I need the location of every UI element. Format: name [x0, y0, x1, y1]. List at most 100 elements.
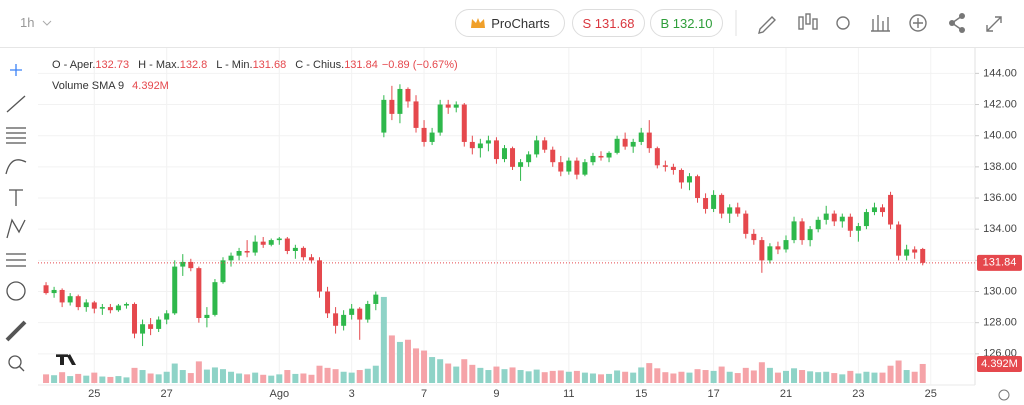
chart-type-icon[interactable] — [871, 15, 890, 32]
candle-body — [188, 261, 194, 269]
volume-bar — [163, 371, 170, 383]
fib-tool[interactable] — [6, 127, 26, 144]
volume-bar — [203, 369, 210, 383]
volume-bar — [541, 372, 548, 383]
add-icon[interactable] — [909, 14, 927, 32]
volume-bar — [525, 371, 532, 383]
candle-body — [413, 101, 419, 128]
volume-bar — [614, 370, 621, 383]
candle-body — [662, 165, 668, 167]
candle-body — [888, 194, 894, 225]
candle-body — [43, 285, 49, 294]
candle-body — [180, 261, 186, 267]
volume-bar — [815, 372, 822, 383]
volume-bar — [404, 339, 411, 383]
emoji-tool[interactable] — [6, 281, 26, 301]
x-tick-label: 25 — [88, 388, 100, 400]
candle-body — [437, 104, 443, 133]
y-tick-label: 144.00 — [983, 67, 1017, 79]
x-tick-label: 11 — [563, 388, 574, 400]
volume-bar — [187, 373, 194, 383]
indicator-icon[interactable] — [798, 13, 818, 30]
candle-body — [670, 166, 676, 170]
volume-bar — [919, 363, 926, 383]
projection-tool[interactable] — [6, 253, 26, 267]
candle-body — [855, 226, 861, 231]
candle-body — [542, 140, 548, 150]
x-tick-label: 9 — [493, 388, 499, 400]
procharts-button[interactable]: ProCharts — [455, 9, 565, 37]
candle-body — [590, 155, 596, 163]
volume-bar — [839, 374, 846, 383]
volume-bar — [766, 367, 773, 383]
volume-bar — [155, 374, 162, 383]
candle-body — [349, 308, 355, 315]
candle-body — [526, 154, 532, 163]
candle-body — [493, 140, 499, 160]
candle-body — [686, 176, 692, 183]
timeframe[interactable]: 1h — [20, 15, 52, 30]
candle-body — [743, 213, 749, 234]
candle-body — [735, 207, 741, 214]
toolbar-icons — [735, 10, 1002, 36]
candle-body — [67, 296, 73, 303]
candle-body — [75, 296, 81, 308]
share-icon[interactable] — [949, 13, 965, 33]
volume-bar — [750, 370, 757, 383]
volume-bar — [662, 372, 669, 383]
volume-bar — [348, 372, 355, 383]
volume-bar — [284, 370, 291, 383]
zoom-tool[interactable] — [8, 355, 22, 369]
procharts-label: ProCharts — [491, 16, 550, 31]
settings-icon[interactable] — [836, 16, 850, 30]
draw-icon[interactable] — [758, 16, 776, 34]
volume-bar — [493, 366, 500, 383]
candle-body — [421, 127, 427, 142]
brush-tool[interactable] — [5, 159, 27, 175]
candle-body — [751, 233, 757, 241]
ohlc-legend: O - Aper.132.73 H - Max.132.8 L - Min.13… — [52, 59, 464, 71]
candle-body — [156, 319, 162, 329]
volume-bar — [372, 365, 379, 383]
candle-body — [244, 251, 250, 253]
candle-body — [646, 132, 652, 149]
x-tick-label: 7 — [421, 388, 427, 400]
volume-bar — [332, 369, 339, 383]
text-tool[interactable] — [9, 189, 23, 206]
volume-bar — [606, 373, 613, 383]
volume-bar — [670, 373, 677, 383]
y-tick-label: 142.00 — [983, 98, 1017, 110]
volume-bar — [429, 357, 436, 383]
volume-bar — [477, 367, 484, 383]
ruler-tool[interactable] — [5, 320, 27, 342]
line-tool[interactable] — [6, 95, 26, 113]
y-tick-label: 128.00 — [983, 317, 1017, 329]
pattern-tool[interactable] — [6, 218, 26, 239]
buy-button[interactable]: B 132.10 — [650, 9, 723, 37]
volume-bar — [211, 367, 218, 383]
x-tick-label: 15 — [635, 388, 647, 400]
candle-body — [389, 99, 395, 114]
volume-bar — [123, 377, 130, 383]
candle-body — [501, 148, 507, 160]
volume-bar — [581, 372, 588, 383]
crosshair-tool[interactable] — [10, 64, 22, 76]
volume-bar — [356, 370, 363, 383]
candle-body — [920, 248, 926, 263]
volume-bar — [51, 375, 58, 383]
volume-bar — [638, 367, 645, 383]
y-tick-label: 140.00 — [983, 130, 1017, 142]
volume-bar — [67, 376, 74, 383]
sell-button[interactable]: S 131.68 — [572, 9, 645, 37]
volume-bar — [678, 371, 685, 383]
volume-bar — [276, 374, 283, 383]
volume-bar — [646, 363, 653, 383]
fullscreen-icon[interactable] — [986, 16, 1002, 32]
candle-body — [91, 302, 97, 309]
volume-bar — [710, 370, 717, 383]
axis-settings-icon[interactable] — [998, 389, 1010, 401]
volume-bar — [300, 373, 307, 383]
volume-bar — [324, 367, 331, 383]
candle-body — [308, 257, 314, 261]
volume-bar — [871, 372, 878, 383]
